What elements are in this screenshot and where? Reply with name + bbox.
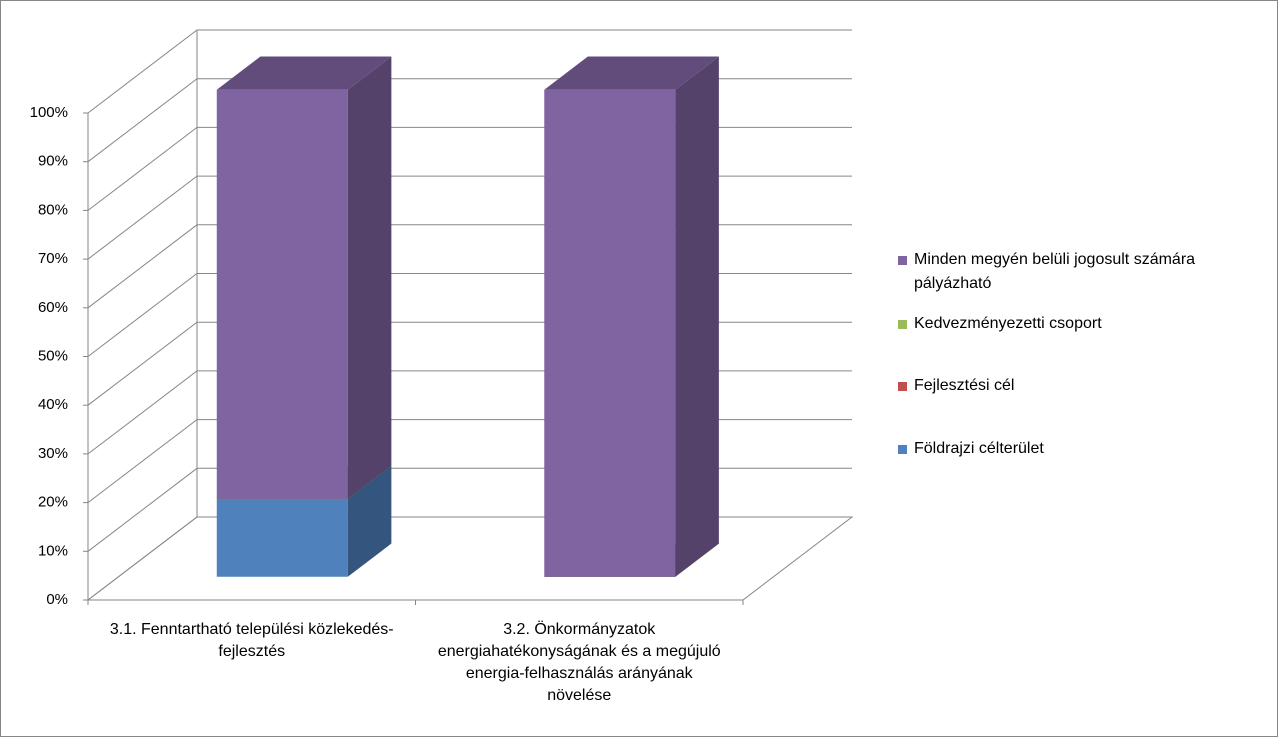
grid-line xyxy=(87,78,852,163)
legend-label: Minden megyén belüli jogosult számára pá… xyxy=(914,251,1196,292)
y-tick-label: 60% xyxy=(38,299,68,316)
x-tick-label: 3.2. Önkormányzatok energiahatékonyságán… xyxy=(437,621,721,704)
grid-line xyxy=(87,273,852,357)
bar-front xyxy=(544,89,676,577)
y-tick-label: 20% xyxy=(38,494,68,511)
grid-line xyxy=(87,419,852,503)
bar-side xyxy=(347,465,392,577)
legend-label: Fejlesztési cél xyxy=(914,377,1015,394)
y-tick-label: 90% xyxy=(38,153,68,170)
legend-swatch xyxy=(898,445,907,454)
y-tick-label: 30% xyxy=(38,445,68,462)
grid-line xyxy=(87,370,852,455)
bar xyxy=(216,56,392,499)
x-tick-label: 3.1. Fenntartható települési közlekedés-… xyxy=(109,621,394,660)
floor xyxy=(87,516,854,601)
legend-swatch xyxy=(898,320,907,329)
grid-line xyxy=(87,321,852,406)
legend-item: Földrajzi célterület xyxy=(898,437,1258,461)
legend-label: Kedvezményezetti csoport xyxy=(914,315,1102,332)
y-tick-label: 50% xyxy=(38,347,68,364)
grid-line xyxy=(87,224,852,309)
bar-side xyxy=(347,56,392,499)
grid-line xyxy=(87,467,852,552)
bar-side xyxy=(675,56,719,577)
legend-swatch xyxy=(898,382,907,391)
grid-line xyxy=(87,29,852,114)
y-tick-label: 0% xyxy=(46,591,68,608)
legend-swatch xyxy=(898,256,907,265)
legend-item: Kedvezményezetti csoport xyxy=(898,312,1258,336)
bar-top xyxy=(216,56,392,90)
y-tick-label: 70% xyxy=(38,250,68,267)
legend-item: Fejlesztési cél xyxy=(898,374,1258,398)
y-tick-label: 40% xyxy=(38,396,68,413)
legend-label: Földrajzi célterület xyxy=(914,440,1044,457)
bar-front xyxy=(216,498,348,577)
y-tick-label: 100% xyxy=(30,104,68,121)
legend-item: Minden megyén belüli jogosult számára pá… xyxy=(898,248,1258,296)
bar-front xyxy=(216,89,348,499)
bar-top xyxy=(544,56,719,90)
grid-line xyxy=(87,126,852,211)
y-tick-label: 10% xyxy=(38,542,68,559)
grid-line xyxy=(87,175,852,260)
bar xyxy=(544,56,719,577)
grid-line xyxy=(87,516,852,601)
y-tick-label: 80% xyxy=(38,201,68,218)
